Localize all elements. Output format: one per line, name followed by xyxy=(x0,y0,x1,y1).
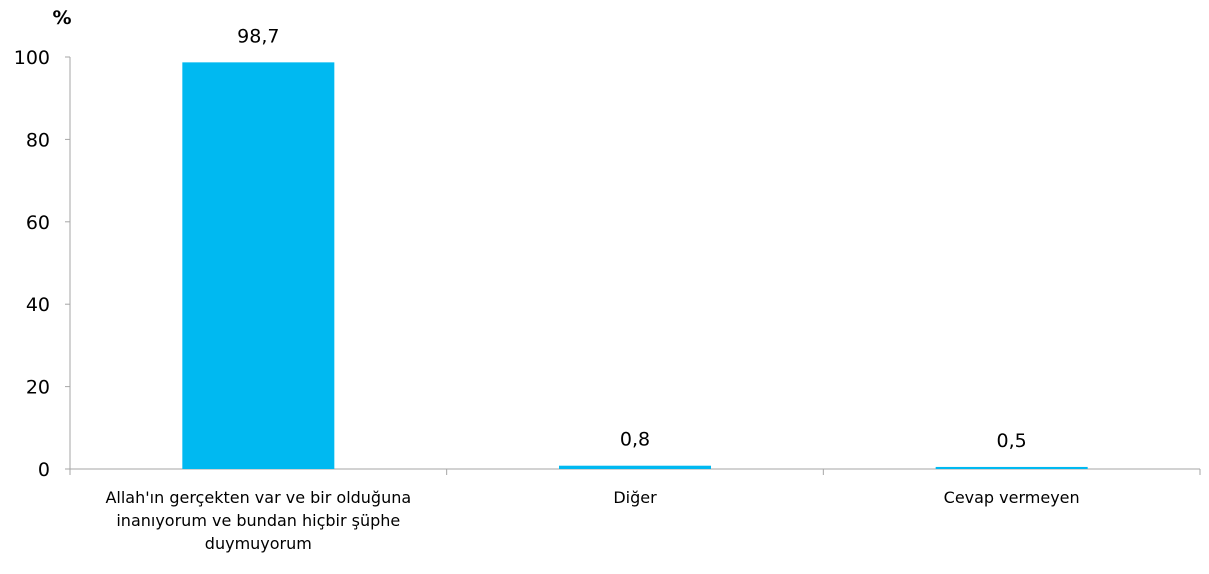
y-tick-label: 20 xyxy=(26,377,50,399)
data-label: 0,8 xyxy=(620,429,650,451)
y-tick-label: 60 xyxy=(26,212,50,234)
bar xyxy=(559,465,711,469)
y-tick-label: 40 xyxy=(26,294,50,316)
data-label: 98,7 xyxy=(237,25,279,47)
y-tick-label: 80 xyxy=(26,129,50,151)
data-label: 0,5 xyxy=(997,430,1027,452)
unit-label: % xyxy=(52,7,71,29)
bar xyxy=(935,466,1088,469)
bars xyxy=(182,62,1088,470)
x-tick-label: Allah'ın gerçekten var ve bir olduğuna in… xyxy=(105,488,411,553)
bar xyxy=(182,62,335,470)
x-tick-label: Cevap vermeyen xyxy=(944,488,1080,507)
y-tick-label: 0 xyxy=(38,459,50,481)
y-tick-label: 100 xyxy=(14,47,50,69)
x-tick-label: Diğer xyxy=(613,488,657,507)
labels: 98,7 Allah'ın gerçekten var ve bir olduğu… xyxy=(105,25,1079,553)
